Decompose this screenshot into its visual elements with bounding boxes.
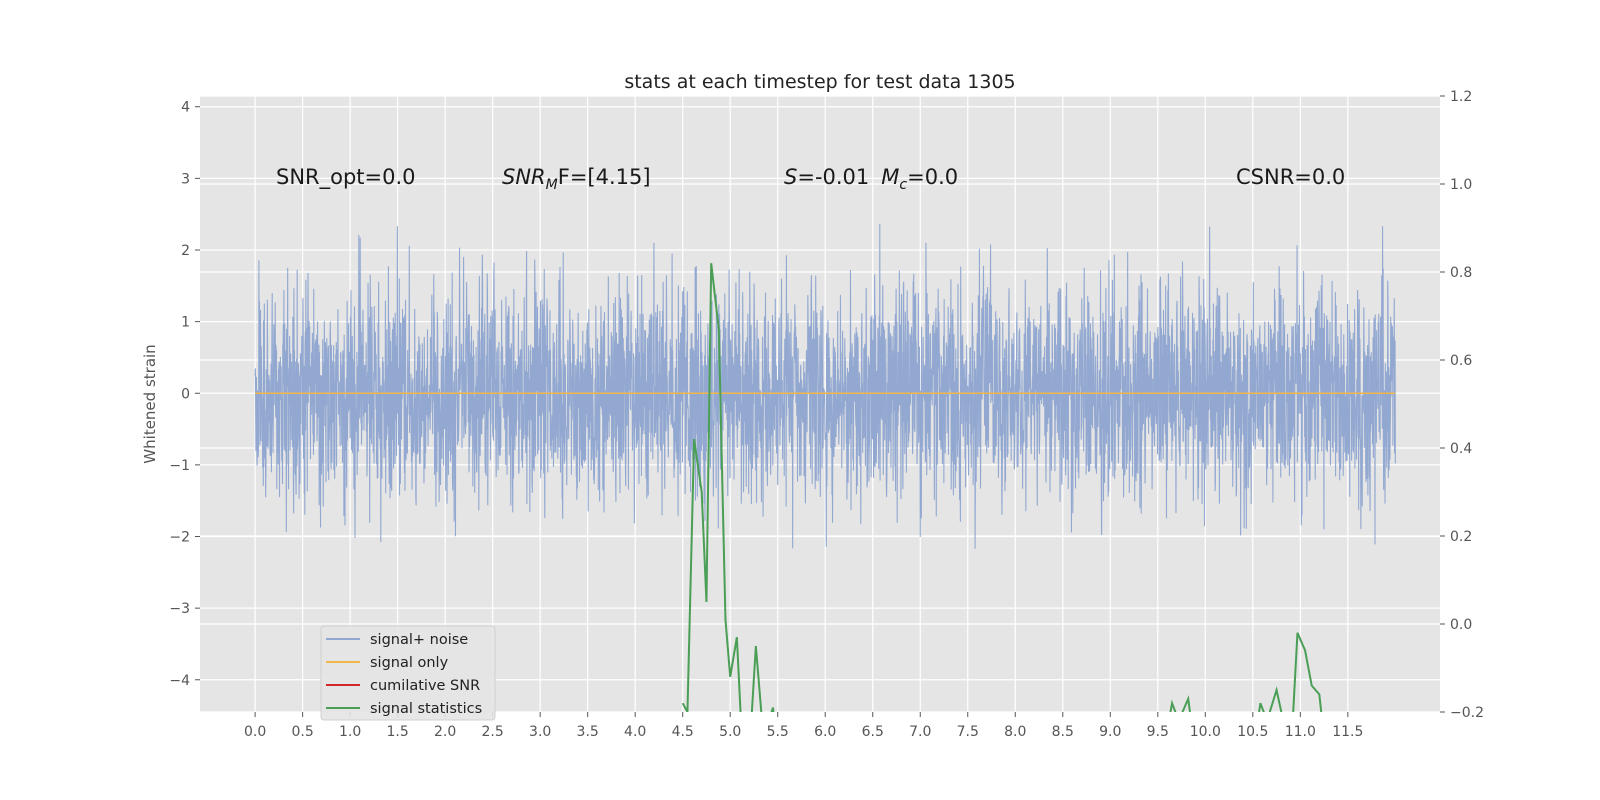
x-tick-label: 1.5 [387, 724, 409, 740]
x-tick-label: 7.5 [957, 724, 979, 740]
x-tick-label: 9.0 [1099, 724, 1121, 740]
x-tick-label: 11.0 [1285, 724, 1316, 740]
y2-tick-label: 0.2 [1450, 529, 1472, 545]
y-tick-label: 4 [181, 100, 190, 116]
x-tick-label: 2.5 [482, 724, 504, 740]
y-tick-label: 3 [181, 171, 190, 187]
annotation-s-symbol: S [784, 165, 797, 189]
legend-entry: signal only [326, 655, 449, 671]
y-tick-label: −2 [169, 530, 190, 546]
y2-tick-label: 1.0 [1450, 177, 1472, 193]
x-tick-label: 10.5 [1237, 724, 1268, 740]
y2-tick-label: −0.2 [1450, 705, 1484, 721]
y2-tick-label: 1.2 [1450, 89, 1472, 105]
annotation-s-mc: S=-0.01 Mc=0.0 [784, 165, 958, 193]
y-tick-label: 0 [181, 386, 190, 402]
y-tick-label: −1 [169, 458, 190, 474]
axes: 0.0 0.5 1.0 1.5 2.0 2.5 3.0 3.5 4.0 4.5 5.0 5.5 6.0 6… [169, 89, 1484, 740]
x-tick-label: 5.5 [767, 724, 789, 740]
series-signal-noise [254, 223, 1396, 549]
x-tick-label: 6.0 [814, 724, 836, 740]
x-tick-label: 8.5 [1052, 724, 1074, 740]
y2-tick-label: 0.8 [1450, 265, 1472, 281]
annotation-snr-mf-base: SNR [502, 165, 546, 189]
legend-entry: cumilative SNR [326, 678, 480, 694]
legend-box [320, 625, 496, 721]
legend-label-signal-only: signal only [370, 655, 449, 671]
annotation-snr-mf-sub: M [546, 177, 558, 193]
x-tick-label: 7.0 [909, 724, 931, 740]
x-tick-label: 3.5 [577, 724, 599, 740]
y-tick-label: −3 [169, 601, 190, 617]
y2-tick-label: 0.6 [1450, 353, 1472, 369]
x-tick-label: 6.5 [862, 724, 884, 740]
x-tick-label: 5.0 [719, 724, 741, 740]
annotation-mc-value: =0.0 [907, 165, 958, 189]
y-tick-label: 2 [181, 243, 190, 259]
annotation-csnr: CSNR=0.0 [1236, 165, 1345, 189]
legend-label-cumulative-snr: cumilative SNR [370, 678, 480, 694]
chart-title: stats at each timestep for test data 130… [624, 71, 1015, 93]
series-layer [254, 223, 1396, 712]
annotations: SNR_opt=0.0 SNRMF=[4.15] S=-0.01 Mc=0.0 C… [276, 165, 1345, 193]
y-tick-label: −4 [169, 673, 190, 689]
x-tick-label: 9.5 [1147, 724, 1169, 740]
x-tick-label: 10.0 [1190, 724, 1221, 740]
x-tick-label: 0.5 [291, 724, 313, 740]
annotation-snr-opt: SNR_opt=0.0 [276, 165, 416, 190]
y-axis-label: Whitened strain [141, 344, 159, 463]
x-tick-label: 4.0 [624, 724, 646, 740]
x-tick-label: 1.0 [339, 724, 361, 740]
x-tick-label: 3.0 [529, 724, 551, 740]
legend-label-signal-statistics: signal statistics [370, 701, 482, 717]
series-signal-statistics [681, 263, 1323, 712]
x-tick-label: 0.0 [244, 724, 266, 740]
y2-tick-label: 0.4 [1450, 441, 1472, 457]
annotation-snr-mf-rest: F=[4.15] [558, 165, 651, 189]
annotation-s-value: =-0.01 [797, 165, 869, 189]
x-tick-label: 2.0 [434, 724, 456, 740]
y2-tick-label: 0.0 [1450, 617, 1472, 633]
x-tick-label: 8.0 [1004, 724, 1026, 740]
annotation-mc-sub: c [899, 177, 907, 193]
legend-label-signal-noise: signal+ noise [370, 632, 468, 648]
legend: signal+ noise signal only cumilative SNR… [320, 625, 496, 721]
y-tick-label: 1 [181, 315, 190, 331]
annotation-snr-mf: SNRMF=[4.15] [502, 165, 651, 193]
x-tick-label: 11.5 [1332, 724, 1363, 740]
x-tick-label: 4.5 [672, 724, 694, 740]
legend-entry: signal statistics [326, 701, 482, 717]
legend-entry: signal+ noise [326, 632, 468, 648]
annotation-mc-symbol: M [881, 165, 899, 189]
